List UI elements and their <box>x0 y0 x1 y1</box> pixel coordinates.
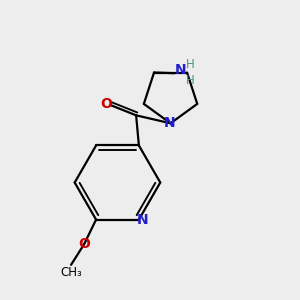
Text: N: N <box>137 213 149 226</box>
Text: N: N <box>164 116 176 130</box>
Text: H: H <box>186 74 195 87</box>
Text: N: N <box>175 64 187 77</box>
Text: CH₃: CH₃ <box>60 266 82 280</box>
Text: H: H <box>186 58 195 71</box>
Text: O: O <box>78 237 90 251</box>
Text: O: O <box>100 98 112 111</box>
